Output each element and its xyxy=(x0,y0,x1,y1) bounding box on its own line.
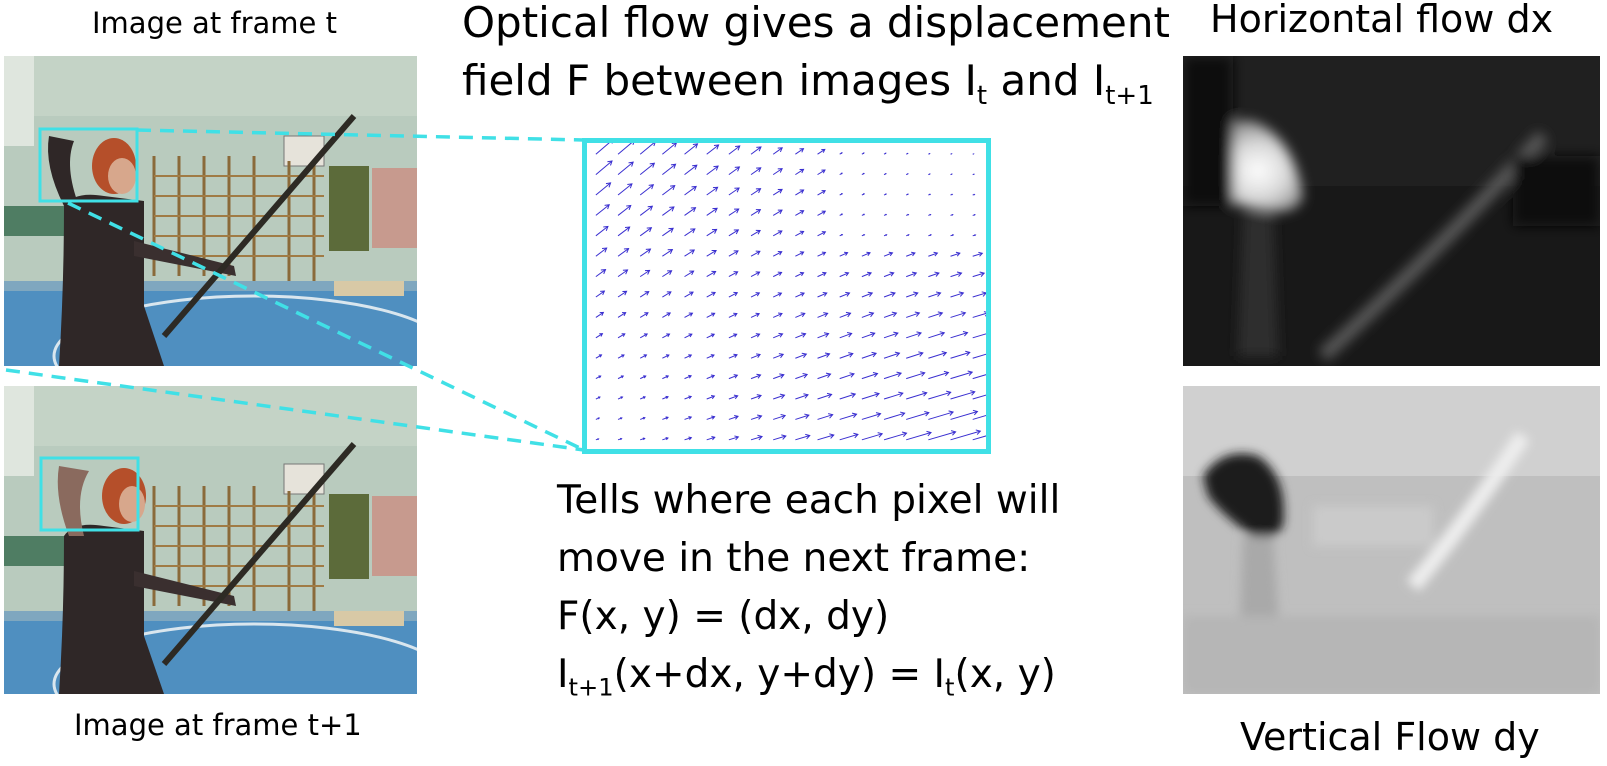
flow-vector-arrow xyxy=(596,183,611,195)
flow-vector-arrow xyxy=(618,227,630,236)
flow-vector-arrow xyxy=(618,184,632,195)
flow-vector-arrow xyxy=(928,432,955,440)
main-title-line2: field F between images It and It+1 xyxy=(462,52,1154,125)
flow-vector-arrow xyxy=(640,143,655,154)
flow-vector-arrow xyxy=(640,185,653,195)
flow-vector-arrow xyxy=(973,332,986,337)
flow-vector-arrow xyxy=(685,144,698,154)
vertical-flow-caption: Vertical Flow dy xyxy=(1240,708,1540,766)
flow-vector-arrow xyxy=(596,226,608,235)
flow-vector-arrow xyxy=(973,352,986,358)
flow-vector-arrow xyxy=(884,433,906,440)
flow-vector-arrow xyxy=(640,163,654,174)
flow-vector-arrowhead xyxy=(974,215,975,216)
horizontal-flow-caption: Horizontal flow dx xyxy=(1210,0,1553,48)
flow-vector-arrow xyxy=(707,145,719,154)
flow-vector-arrow xyxy=(662,164,675,174)
flow-vector-arrow xyxy=(596,161,612,175)
desc-formula-warp: It+1(x+dx, y+dy) = It(x, y) xyxy=(557,646,1056,716)
main-title-line1: Optical flow gives a displacement xyxy=(462,0,1170,52)
desc-line2: move in the next frame: xyxy=(557,530,1030,588)
flow-vector-arrow xyxy=(906,413,929,420)
flow-vector-arrow xyxy=(951,392,975,399)
flow-vector-arrow xyxy=(928,392,950,399)
desc-formula-flow: F(x, y) = (dx, dy) xyxy=(557,588,889,646)
flow-vector-arrow xyxy=(618,205,631,215)
flow-vector-arrow xyxy=(951,411,978,419)
flow-vector-arrowhead xyxy=(951,174,952,175)
flow-vector-arrow xyxy=(973,372,986,379)
flow-vector-arrow xyxy=(928,412,953,419)
flow-vector-arrow xyxy=(618,143,634,154)
desc-line1: Tells where each pixel will xyxy=(557,472,1060,530)
flow-vector-arrow xyxy=(685,165,697,174)
flow-vector-arrow xyxy=(662,143,676,154)
flow-vector-arrowhead xyxy=(974,194,975,195)
flow-vector-arrow xyxy=(596,205,609,216)
vertical-flow-map xyxy=(1183,386,1600,694)
flow-vector-arrow xyxy=(906,433,931,440)
flow-vector-arrow xyxy=(596,143,614,154)
flow-vector-field xyxy=(582,138,991,454)
horizontal-flow-map xyxy=(1183,56,1600,366)
flow-vector-arrowhead xyxy=(973,174,974,175)
flow-vector-arrow xyxy=(662,186,674,195)
flow-vector-arrow xyxy=(640,206,652,215)
flow-vector-arrow xyxy=(618,162,633,174)
flow-vector-arrowhead xyxy=(929,154,930,155)
flow-vector-arrow xyxy=(973,313,986,318)
